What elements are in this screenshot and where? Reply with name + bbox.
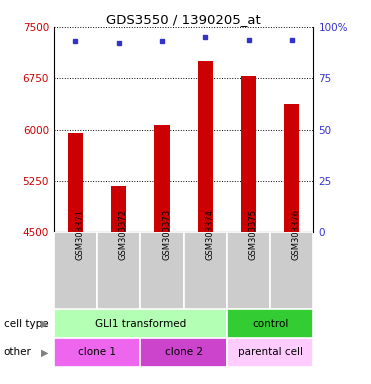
Bar — [111, 187, 126, 232]
Text: ▶: ▶ — [41, 347, 48, 358]
Text: other: other — [4, 347, 32, 358]
Text: GSM303376: GSM303376 — [292, 209, 301, 260]
Bar — [68, 133, 83, 232]
Bar — [227, 309, 313, 338]
Bar — [140, 232, 184, 309]
Text: parental cell: parental cell — [238, 347, 303, 358]
Text: GSM303373: GSM303373 — [162, 209, 171, 260]
Bar — [184, 232, 227, 309]
Title: GDS3550 / 1390205_at: GDS3550 / 1390205_at — [106, 13, 261, 26]
Bar — [241, 76, 256, 232]
Bar — [227, 232, 270, 309]
Bar — [54, 232, 97, 309]
Text: cell type: cell type — [4, 318, 48, 329]
Text: GSM303371: GSM303371 — [75, 209, 85, 260]
Text: ▶: ▶ — [41, 318, 48, 329]
Bar — [97, 232, 140, 309]
Bar — [270, 232, 313, 309]
Text: GSM303374: GSM303374 — [205, 209, 214, 260]
Bar — [198, 61, 213, 232]
Bar — [54, 338, 140, 367]
Text: control: control — [252, 318, 288, 329]
Text: clone 1: clone 1 — [78, 347, 116, 358]
Bar — [154, 125, 170, 232]
Bar — [227, 338, 313, 367]
Text: GLI1 transformed: GLI1 transformed — [95, 318, 186, 329]
Text: GSM303375: GSM303375 — [249, 209, 257, 260]
Bar — [284, 104, 299, 232]
Text: GSM303372: GSM303372 — [119, 209, 128, 260]
Bar — [140, 338, 227, 367]
Text: clone 2: clone 2 — [165, 347, 203, 358]
Bar — [54, 309, 227, 338]
